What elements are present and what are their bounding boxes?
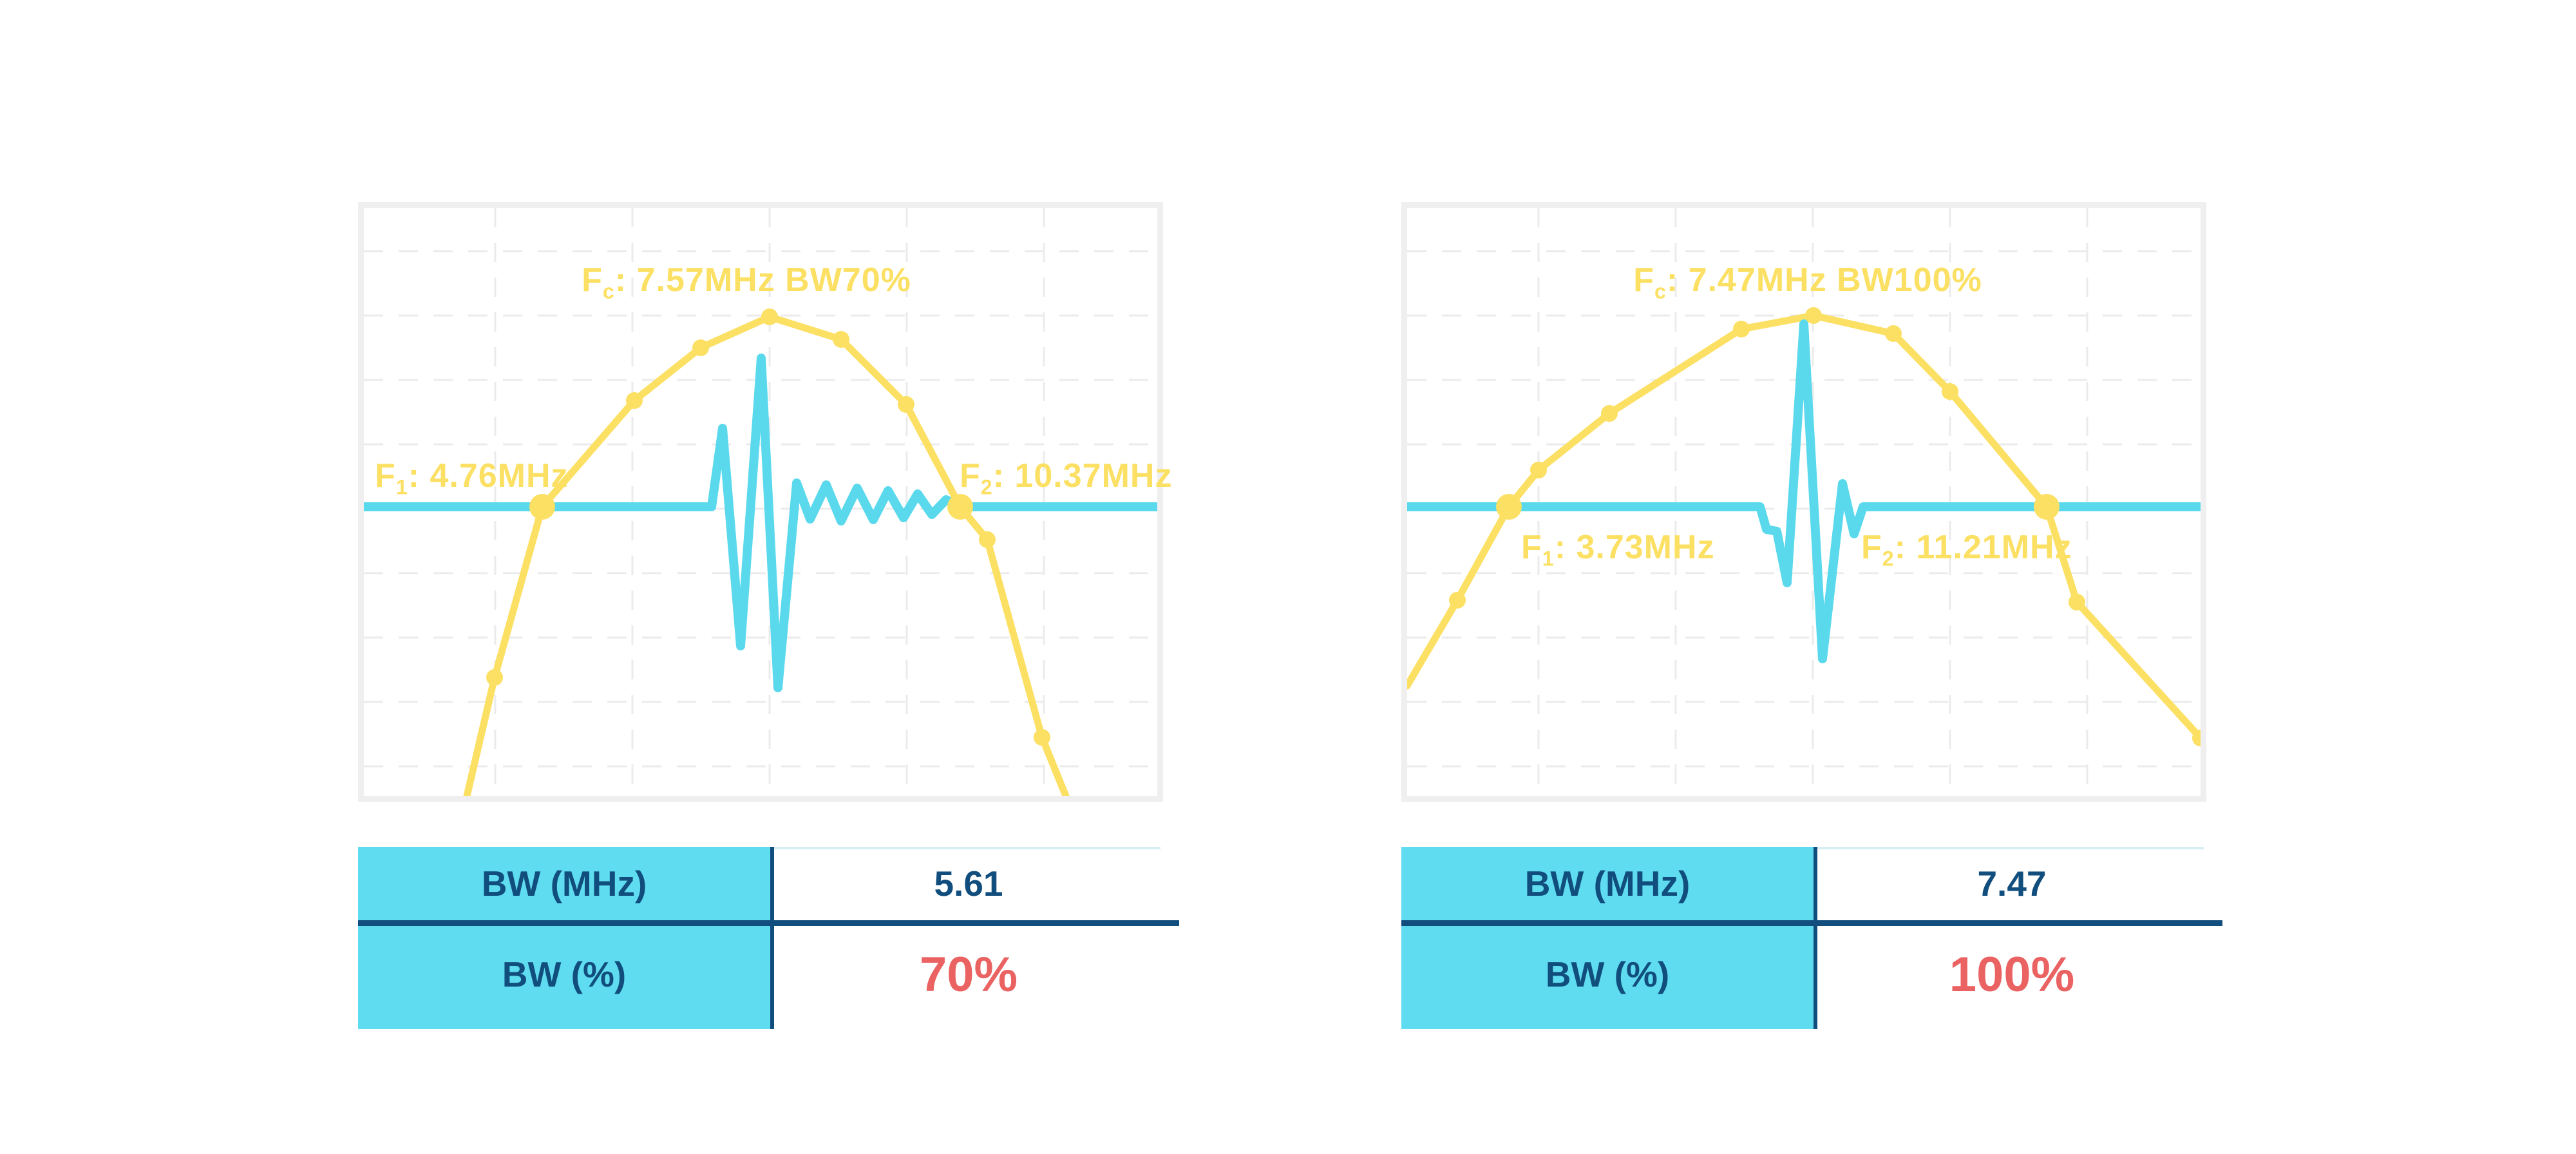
f1-label-sub: 1 <box>1542 547 1555 571</box>
table-vertical-divider <box>770 847 774 1029</box>
cutoff-frequency-marker <box>947 494 973 520</box>
spectrum-marker <box>761 308 778 325</box>
cutoff-frequency-marker <box>2034 494 2060 520</box>
spectrum-curve <box>1407 312 2201 742</box>
f1-label-value: : 4.76MHz <box>408 457 569 495</box>
f2-label-value: : 10.37MHz <box>992 457 1173 495</box>
bw100-f1-label: F1: 3.73MHz <box>1521 529 1715 569</box>
bw100-plot <box>1407 208 2201 796</box>
fc-label-sub: c <box>602 279 615 303</box>
f1-label-sub: 1 <box>395 475 408 499</box>
fc-label-value: : 7.47MHz BW100% <box>1666 261 1982 299</box>
bw-percent-label: BW (%) <box>502 954 627 994</box>
spectrum-marker <box>692 339 709 356</box>
bw-percent-value: 70% <box>919 947 1018 1002</box>
f2-label-value: : 11.21MHz <box>1894 529 2072 566</box>
bw-percent-value: 100% <box>1949 947 2075 1002</box>
bw-mhz-label: BW (MHz) <box>481 864 647 903</box>
bw100-chart-panel: Fc: 7.47MHz BW100% F1: 3.73MHz F2: 11.21… <box>1401 202 2206 802</box>
bw-mhz-value: 7.47 <box>1977 864 2047 903</box>
spectrum-marker <box>833 331 849 348</box>
table-horizontal-divider <box>1401 920 2222 926</box>
bw-percent-label: BW (%) <box>1545 954 1670 994</box>
spectrum-marker <box>626 392 643 409</box>
bw70-chart-panel: Fc: 7.57MHz BW70% F1: 4.76MHz F2: 10.37M… <box>358 202 1171 802</box>
bw100-summary-table: BW (MHz) 7.47 BW (%) 100% <box>1401 847 2222 1029</box>
spectrum-marker <box>1885 325 1902 342</box>
spectrum-marker <box>486 669 503 686</box>
table-top-line <box>1814 847 2204 849</box>
pulse-waveform <box>364 354 1157 692</box>
spectrum-marker <box>2192 730 2201 746</box>
cutoff-frequency-marker <box>529 494 555 520</box>
bw70-center-frequency-label: Fc: 7.57MHz BW70% <box>582 261 911 301</box>
spectrum-marker <box>1733 321 1750 337</box>
table-vertical-divider <box>1814 847 1817 1029</box>
bw70-f2-label: F2: 10.37MHz <box>960 457 1173 499</box>
fc-label-prefix: F <box>1633 261 1654 299</box>
f2-label-prefix: F <box>960 457 981 495</box>
f2-label-sub: 2 <box>1882 547 1895 571</box>
spectrum-marker <box>1530 462 1547 478</box>
spectrum-marker <box>1601 405 1618 422</box>
table-horizontal-divider <box>358 920 1179 926</box>
fc-label-sub: c <box>1654 279 1667 303</box>
pulse-waveform <box>1407 319 2201 663</box>
spectrum-marker <box>1805 307 1822 324</box>
cutoff-frequency-marker <box>1496 494 1522 520</box>
bw70-f1-label: F1: 4.76MHz <box>375 457 569 499</box>
spectrum-marker <box>1942 383 1958 400</box>
bw100-center-frequency-label: Fc: 7.47MHz BW100% <box>1633 261 1982 301</box>
spectrum-marker <box>1449 592 1466 609</box>
spectrum-curve <box>463 313 1070 796</box>
spectrum-marker <box>979 531 996 548</box>
bw70-plot <box>364 208 1157 796</box>
table-top-line <box>770 847 1160 849</box>
f2-label-prefix: F <box>1861 529 1882 566</box>
table-header-column <box>1401 847 1814 1029</box>
fc-label-prefix: F <box>582 261 603 299</box>
f2-label-sub: 2 <box>980 475 993 499</box>
fc-label-value: : 7.57MHz BW70% <box>614 261 911 299</box>
f1-label-prefix: F <box>1521 529 1542 566</box>
spectrum-marker <box>1034 729 1050 746</box>
bw100-f2-label: F2: 11.21MHz <box>1861 529 2072 569</box>
bw-mhz-label: BW (MHz) <box>1524 864 1690 903</box>
bw70-summary-table: BW (MHz) 5.61 BW (%) 70% <box>358 847 1179 1029</box>
bw-mhz-value: 5.61 <box>934 864 1003 903</box>
table-header-column <box>358 847 770 1029</box>
spectrum-marker <box>898 396 914 413</box>
f1-label-value: : 3.73MHz <box>1554 529 1715 566</box>
f1-label-prefix: F <box>375 457 396 495</box>
spectrum-marker <box>2069 594 2085 610</box>
